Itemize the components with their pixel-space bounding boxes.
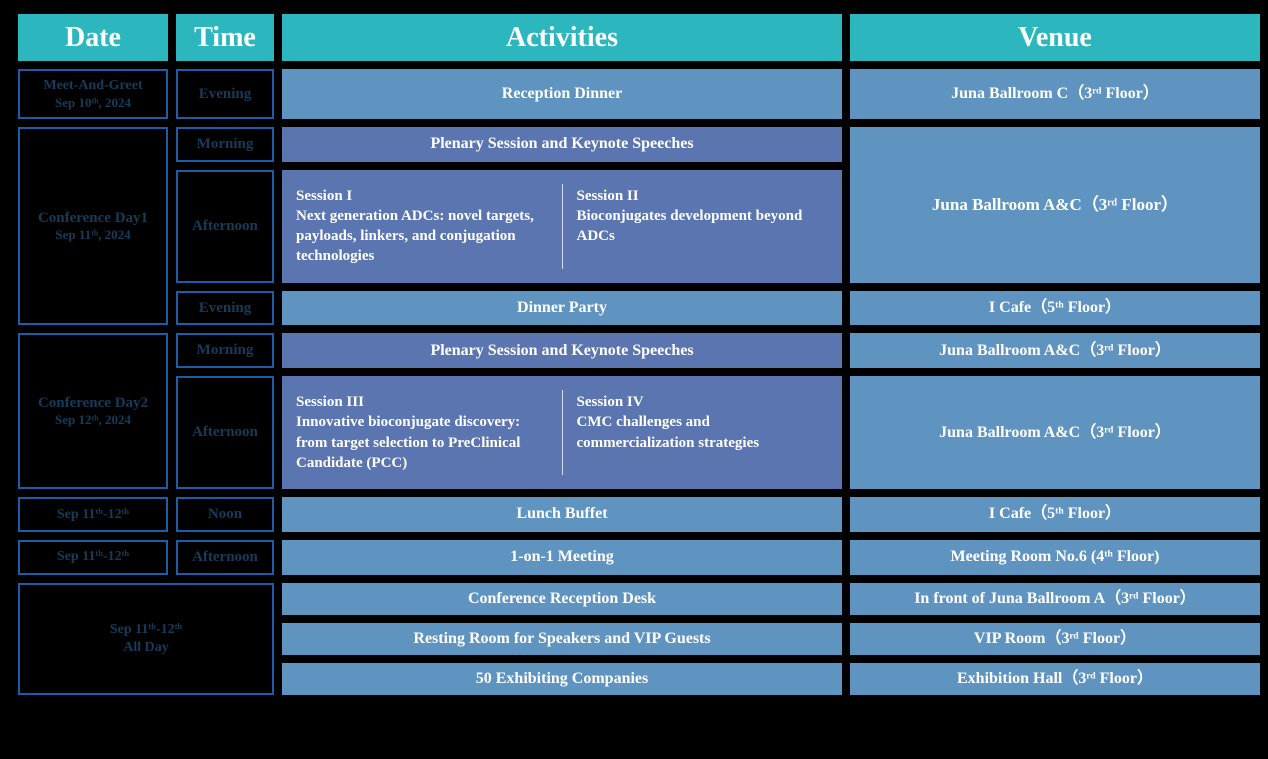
- session-1-body: Next generation ADCs: novel targets, pay…: [296, 208, 534, 265]
- activity-r5: 1-on-1 Meeting: [282, 540, 842, 575]
- header-venue: Venue: [850, 14, 1260, 61]
- date-allday-l2: All Day: [123, 640, 169, 655]
- sessions-day1: Session I Next generation ADCs: novel ta…: [282, 170, 842, 283]
- time-day2-afternoon: Afternoon: [176, 376, 274, 489]
- date-day1: Conference Day1 Sep 11ᵗʰ, 2024: [18, 127, 168, 326]
- venue-day2-afternoon: Juna Ballroom A&C（3ʳᵈ Floor）: [850, 376, 1260, 489]
- header-date: Date: [18, 14, 168, 61]
- time-r1: Evening: [176, 69, 274, 119]
- date-day2-l2: Sep 12ᵗʰ, 2024: [38, 412, 148, 428]
- session-1-title: Session I: [296, 188, 352, 204]
- date-day2: Conference Day2 Sep 12ᵗʰ, 2024: [18, 333, 168, 489]
- date-allday: Sep 11ᵗʰ-12ᵗʰ All Day: [18, 583, 274, 695]
- session-2: Session II Bioconjugates development bey…: [563, 170, 843, 283]
- activity-r6a: Conference Reception Desk: [282, 583, 842, 615]
- schedule-grid: Date Time Activities Venue Meet-And-Gree…: [18, 14, 1250, 695]
- time-r5: Afternoon: [176, 540, 274, 575]
- date-meetgreet: Meet-And-Greet Sep 10ᵗʰ, 2024: [18, 69, 168, 119]
- header-time: Time: [176, 14, 274, 61]
- venue-day2-morning: Juna Ballroom A&C（3ʳᵈ Floor）: [850, 333, 1260, 368]
- session-3-title: Session III: [296, 394, 364, 410]
- venue-r6c: Exhibition Hall（3ʳᵈ Floor）: [850, 663, 1260, 695]
- time-day1-afternoon: Afternoon: [176, 170, 274, 283]
- activity-day1-morning: Plenary Session and Keynote Speeches: [282, 127, 842, 162]
- venue-day1-top: Juna Ballroom A&C（3ʳᵈ Floor）: [850, 127, 1260, 283]
- time-day1-evening: Evening: [176, 291, 274, 326]
- time-r4: Noon: [176, 497, 274, 532]
- time-day1-morning: Morning: [176, 127, 274, 162]
- date-r5: Sep 11ᵗʰ-12ᵗʰ: [18, 540, 168, 575]
- session-1: Session I Next generation ADCs: novel ta…: [282, 170, 562, 283]
- time-day2-morning: Morning: [176, 333, 274, 368]
- date-day2-l1: Conference Day2: [38, 395, 148, 411]
- activity-day1-evening: Dinner Party: [282, 291, 842, 326]
- date-allday-l1: Sep 11ᵗʰ-12ᵗʰ: [110, 622, 182, 637]
- activity-r6c: 50 Exhibiting Companies: [282, 663, 842, 695]
- header-activities: Activities: [282, 14, 842, 61]
- activity-r4: Lunch Buffet: [282, 497, 842, 532]
- date-meetgreet-l1: Meet-And-Greet: [43, 78, 142, 93]
- session-3: Session III Innovative bioconjugate disc…: [282, 376, 562, 489]
- venue-r1: Juna Ballroom C（3ʳᵈ Floor）: [850, 69, 1260, 119]
- sessions-day2: Session III Innovative bioconjugate disc…: [282, 376, 842, 489]
- venue-r6a: In front of Juna Ballroom A（3ʳᵈ Floor）: [850, 583, 1260, 615]
- activity-r1: Reception Dinner: [282, 69, 842, 119]
- activity-r6b: Resting Room for Speakers and VIP Guests: [282, 623, 842, 655]
- session-3-body: Innovative bioconjugate discovery: from …: [296, 414, 520, 471]
- session-4-title: Session IV: [577, 394, 644, 410]
- venue-day1-evening: I Cafe（5ᵗʰ Floor）: [850, 291, 1260, 326]
- session-4-body: CMC challenges and commercialization str…: [577, 414, 760, 450]
- date-day1-l1: Conference Day1: [38, 210, 148, 226]
- venue-r5: Meeting Room No.6 (4ᵗʰ Floor): [850, 540, 1260, 575]
- session-4: Session IV CMC challenges and commercial…: [563, 376, 843, 489]
- session-2-body: Bioconjugates development beyond ADCs: [577, 208, 803, 244]
- date-r4: Sep 11ᵗʰ-12ᵗʰ: [18, 497, 168, 532]
- activity-day2-morning: Plenary Session and Keynote Speeches: [282, 333, 842, 368]
- venue-r6b: VIP Room（3ʳᵈ Floor）: [850, 623, 1260, 655]
- date-meetgreet-l2: Sep 10ᵗʰ, 2024: [43, 95, 142, 111]
- session-2-title: Session II: [577, 188, 639, 204]
- date-day1-l2: Sep 11ᵗʰ, 2024: [38, 227, 148, 243]
- venue-r4: I Cafe（5ᵗʰ Floor）: [850, 497, 1260, 532]
